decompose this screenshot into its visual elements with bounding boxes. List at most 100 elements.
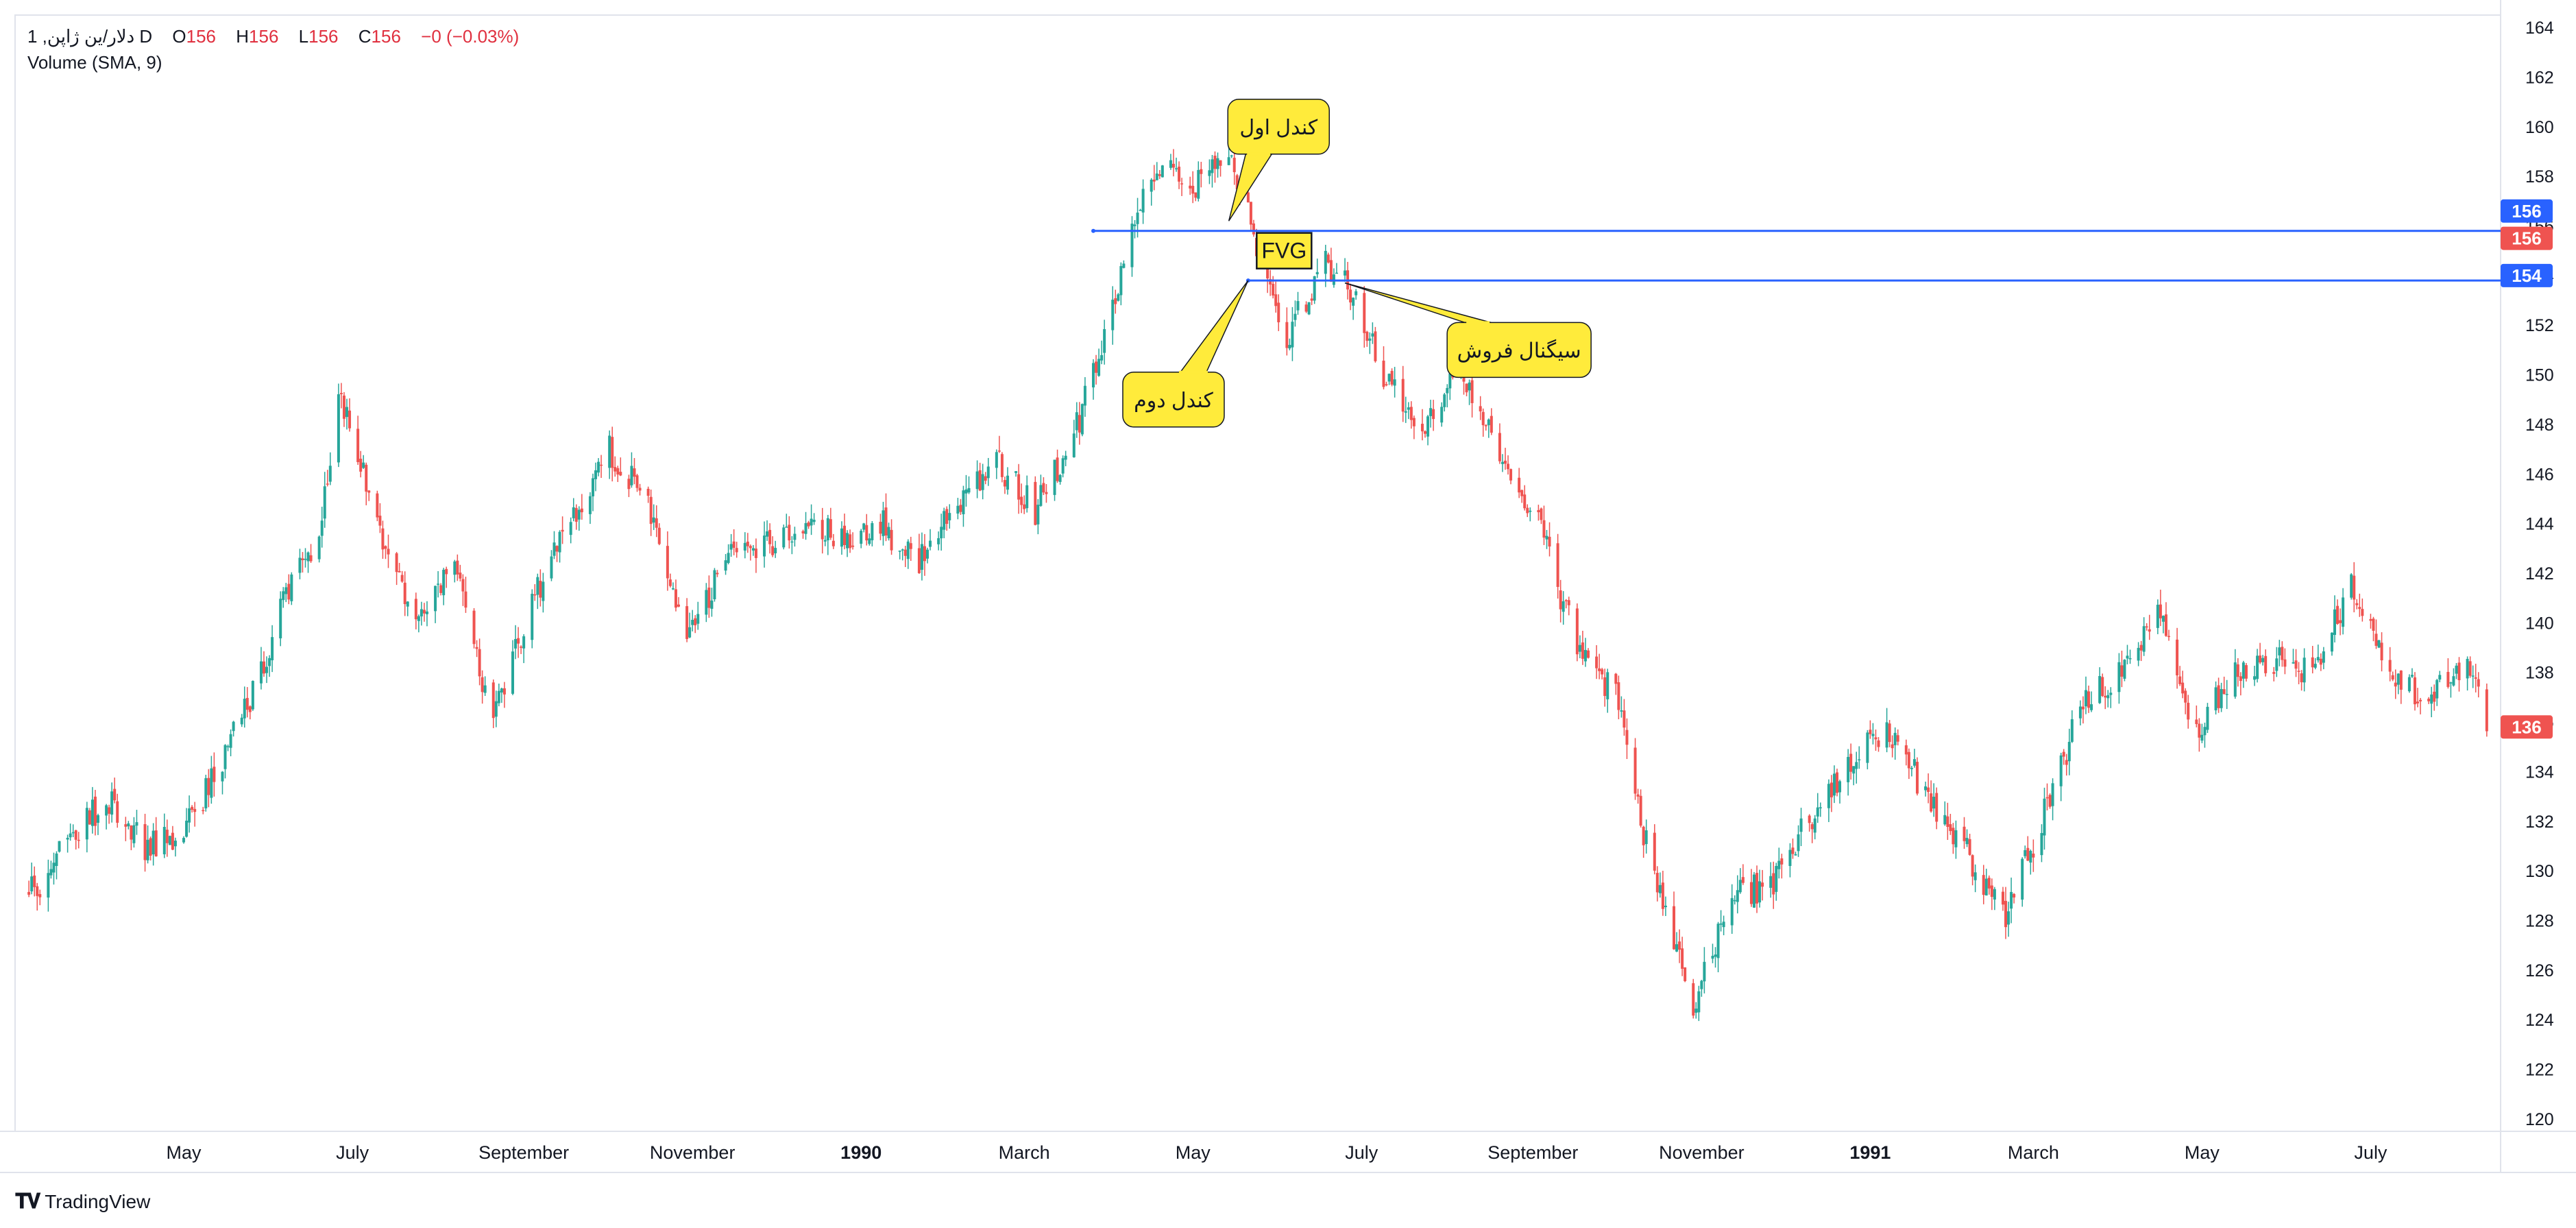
- candle-body: [1412, 418, 1415, 426]
- candle-body: [93, 796, 97, 826]
- candle-body: [533, 594, 537, 596]
- time-axis[interactable]: May July September November 1990 March May July…: [167, 1142, 2387, 1163]
- annotations[interactable]: کندل اول کندل دوم سیگنال فروش FVG: [1122, 99, 1592, 428]
- candle-body: [77, 839, 80, 841]
- candle-body: [2200, 734, 2204, 741]
- candle-body: [1694, 1009, 1698, 1013]
- price-tick-label: 138: [2525, 664, 2554, 683]
- candle-body: [328, 466, 332, 482]
- candle-body: [1448, 373, 1452, 389]
- candle-body: [2225, 694, 2228, 695]
- candle-body: [1526, 507, 1529, 514]
- tradingview-brand[interactable]: 𝐓𝐕 TradingView: [15, 1190, 150, 1214]
- candle-body: [2416, 701, 2419, 703]
- candle-body: [2330, 632, 2333, 652]
- candle-body: [2040, 832, 2043, 856]
- price-tick-label: 134: [2525, 762, 2554, 782]
- candle-body: [657, 527, 661, 544]
- time-tick-label: July: [1345, 1142, 1378, 1163]
- candle-body: [1432, 409, 1435, 420]
- candle-body: [2128, 658, 2132, 660]
- candle-body: [2313, 664, 2317, 668]
- open-label: O: [172, 26, 186, 47]
- candle-body: [1194, 192, 1198, 198]
- candle-body: [212, 767, 216, 782]
- candle-body: [2104, 695, 2107, 698]
- candle-body: [362, 462, 365, 468]
- ray-anchor-point[interactable]: [1091, 228, 1096, 233]
- candle-body: [1232, 158, 1236, 173]
- fvg-label-box[interactable]: [1256, 232, 1313, 269]
- candle-body: [1794, 854, 1797, 856]
- candle-body: [317, 536, 321, 559]
- callout-box[interactable]: [1122, 372, 1225, 428]
- candle-body: [1498, 433, 1501, 461]
- candle-body: [1363, 293, 1366, 333]
- candle-body: [887, 527, 890, 539]
- candle-body: [1537, 509, 1540, 513]
- candle-body: [400, 575, 404, 582]
- time-tick-label: September: [478, 1142, 569, 1163]
- candle-body: [1520, 490, 1524, 496]
- candle-body: [36, 886, 39, 896]
- candle-body: [1180, 183, 1184, 184]
- volume-indicator-label[interactable]: Volume (SMA, 9): [27, 52, 162, 73]
- candle-body: [1479, 406, 1482, 412]
- candle-body: [964, 489, 968, 494]
- candle-body: [1150, 180, 1153, 192]
- candle-body: [359, 459, 363, 472]
- candle-body: [1617, 682, 1620, 710]
- candle-body: [52, 863, 56, 873]
- candle-body: [633, 468, 636, 477]
- candle-body: [1285, 322, 1289, 348]
- price-tag-badge: [2501, 715, 2553, 739]
- callout-box[interactable]: [1446, 322, 1592, 378]
- candle-body: [771, 546, 775, 555]
- candle-body: [929, 540, 932, 547]
- candle-body: [2059, 755, 2063, 786]
- candle-body: [2316, 657, 2320, 661]
- candle-body: [367, 490, 371, 493]
- candle-body: [2446, 671, 2450, 687]
- candle-body: [2281, 647, 2284, 660]
- candle-body: [417, 616, 420, 621]
- candle-body: [2391, 675, 2394, 679]
- candle-body: [154, 830, 158, 856]
- candle-body: [1211, 159, 1214, 173]
- symbol-label[interactable]: 1 ,دلار/ین ژاپن D: [27, 26, 153, 47]
- candle-body: [1272, 283, 1275, 296]
- candle-body: [210, 768, 213, 798]
- candle-body: [55, 853, 58, 867]
- candle-body: [342, 395, 345, 419]
- candle-body: [511, 651, 515, 694]
- candle-body: [2117, 662, 2121, 693]
- candle-body: [38, 894, 42, 898]
- horizontal-lines[interactable]: [1091, 228, 2501, 283]
- candle-body: [1912, 759, 1916, 766]
- candle-body: [1407, 407, 1410, 410]
- candle-body: [2187, 702, 2190, 720]
- candle-body: [1189, 185, 1192, 189]
- candle-body: [1968, 839, 1971, 855]
- candle-body: [202, 810, 205, 812]
- candle-body: [898, 551, 901, 552]
- high-label: H: [236, 26, 250, 47]
- candle-body: [1788, 850, 1792, 867]
- candle-body: [1684, 967, 1687, 981]
- candle-body: [995, 452, 998, 468]
- candle-body: [1382, 361, 1385, 387]
- candle-body: [287, 583, 291, 600]
- candle-body: [1952, 828, 1955, 845]
- candle-body: [171, 832, 174, 850]
- candle-body: [1003, 480, 1006, 487]
- candle-body: [774, 548, 777, 553]
- candle-body: [1644, 830, 1648, 845]
- candle-body: [425, 611, 428, 614]
- candle-body: [801, 531, 805, 533]
- candle-body: [461, 579, 465, 592]
- price-axis[interactable]: 120 122 124 126 128 130 132 134 136 138 140 142 144 1…: [2501, 19, 2554, 1129]
- callout-box[interactable]: [1227, 99, 1330, 155]
- price-tick-label: 126: [2525, 961, 2554, 980]
- candle-body: [384, 546, 387, 549]
